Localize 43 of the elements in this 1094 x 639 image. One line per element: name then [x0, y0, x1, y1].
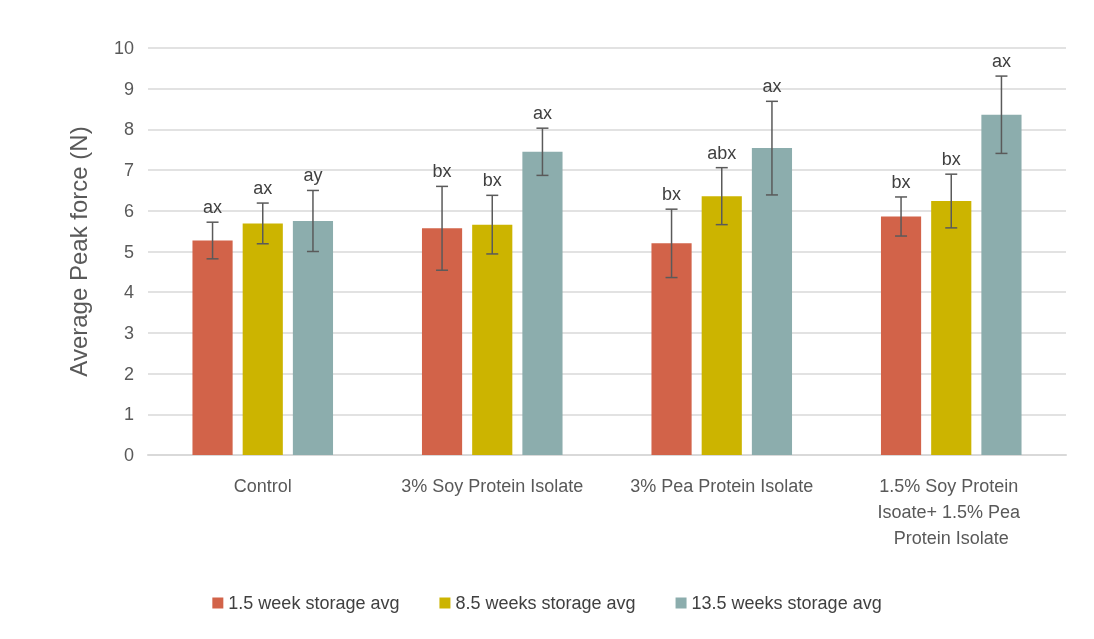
bar [651, 243, 692, 455]
y-tick-label: 8 [123, 119, 134, 140]
legend-label: 8.5 weeks storage avg [455, 593, 636, 613]
y-tick-label: 9 [123, 78, 134, 99]
legend-label: 13.5 weeks storage avg [691, 593, 882, 613]
bar [242, 223, 283, 455]
y-tick-label: 7 [123, 160, 134, 181]
bar [880, 216, 922, 455]
bar [192, 240, 233, 455]
y-tick-label: 1 [123, 404, 134, 425]
x-tick-label: 3% Pea Protein Isolate [630, 476, 814, 496]
bar [472, 224, 513, 455]
x-tick-label: 3% Soy Protein Isolate [401, 476, 584, 496]
data-label: ax [203, 197, 223, 218]
data-label: ay [303, 165, 323, 186]
y-tick-label: 4 [123, 282, 134, 303]
x-tick-label: Control [233, 476, 292, 496]
y-tick-label: 2 [123, 363, 134, 384]
x-tick-label: 1.5% Soy Protein Isoate+ 1.5% Pea Protein Isolate [877, 476, 1026, 548]
legend-label: 1.5 week storage avg [228, 593, 400, 613]
bar [981, 114, 1022, 455]
bar [522, 151, 563, 455]
data-label: bx [432, 161, 452, 182]
data-label: ax [762, 76, 782, 97]
bar [701, 196, 742, 455]
bar [931, 201, 972, 455]
data-label: bx [482, 170, 502, 191]
data-label: ax [532, 103, 552, 124]
data-label: bx [891, 171, 911, 192]
data-label: bx [941, 149, 961, 170]
y-axis-title: Average Peak force (N) [64, 126, 92, 377]
y-tick-label: 5 [123, 241, 134, 262]
bar [751, 148, 793, 455]
bar [292, 220, 334, 455]
y-tick-label: 3 [123, 322, 134, 343]
bar [421, 228, 463, 455]
y-tick-label: 10 [113, 38, 134, 58]
data-label: ax [991, 51, 1011, 72]
data-label: bx [662, 184, 682, 205]
data-label: abx [707, 142, 737, 163]
data-label: ax [253, 178, 273, 199]
y-tick-label: 0 [123, 445, 134, 465]
y-tick-label: 6 [123, 200, 134, 221]
